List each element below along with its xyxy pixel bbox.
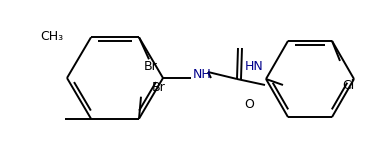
Text: HN: HN [244, 60, 263, 73]
Text: Br: Br [144, 60, 158, 73]
Text: CH₃: CH₃ [40, 30, 63, 43]
Text: O: O [244, 98, 254, 111]
Text: NH: NH [193, 67, 212, 80]
Text: Br: Br [152, 81, 166, 94]
Text: Cl: Cl [342, 79, 354, 92]
